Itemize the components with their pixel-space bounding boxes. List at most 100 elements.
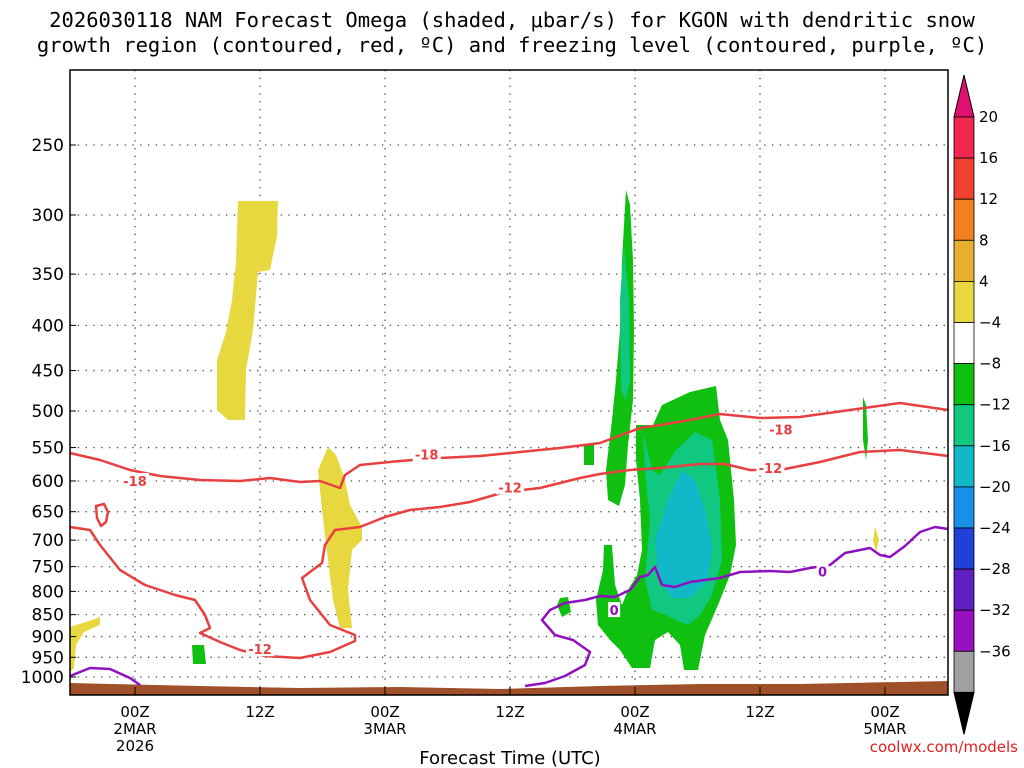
y-tick-label: 900 [32, 628, 64, 648]
contour-label: 0 [610, 604, 619, 619]
colorbar-segment [953, 568, 975, 611]
colorbar-segment [953, 116, 975, 159]
plot-background [70, 70, 948, 695]
colorbar-label: −16 [979, 437, 1011, 455]
y-tick-label: 850 [32, 606, 64, 626]
contour-label: -12 [248, 643, 272, 658]
colorbar-segment [953, 157, 975, 200]
colorbar-segment [953, 609, 975, 652]
x-tick-label: 12Z [745, 703, 774, 721]
colorbar-segment [953, 280, 975, 323]
y-tick-label: 400 [32, 316, 64, 336]
x-tick-date: 4MAR [613, 720, 656, 738]
omega-green-small-1 [192, 645, 206, 664]
chart-title-line1: 2026030118 NAM Forecast Omega (shaded, μ… [49, 8, 975, 32]
contour-label-bg [816, 563, 829, 579]
contour-zero-freezing [69, 525, 949, 688]
x-tick-year: 2026 [116, 737, 154, 755]
contour-label: -18 [415, 448, 439, 463]
contour-label: 0 [818, 566, 827, 581]
colorbar-label: −8 [979, 355, 1001, 373]
y-axis: 2503003504004505005506006507007508008509… [21, 136, 76, 688]
contour-label-bg [246, 641, 274, 657]
colorbar-segment [953, 527, 975, 570]
y-tick-label: 550 [32, 439, 64, 459]
omega-green-small-2 [584, 445, 594, 465]
y-tick-label: 250 [32, 136, 64, 156]
y-tick-label: 1000 [21, 668, 64, 688]
credit-text: coolwx.com/models [870, 738, 1018, 756]
y-tick-label: 750 [32, 558, 64, 578]
contour-label-bg [766, 421, 795, 437]
x-tick-label: 00Z [870, 703, 899, 721]
colorbar-segment [953, 239, 975, 282]
y-tick-label: 350 [32, 265, 64, 285]
y-tick-label: 700 [32, 531, 64, 551]
x-tick-label: 12Z [495, 703, 524, 721]
x-tick-date: 3MAR [363, 720, 406, 738]
plot-area: -18 -18 -18 -12 -12 -12 0 0 [69, 69, 949, 696]
colorbar-label: −28 [979, 560, 1011, 578]
colorbar-label: −36 [979, 642, 1011, 660]
x-tick-label: 12Z [245, 703, 274, 721]
colorbar-bottom-triangle [953, 691, 975, 735]
omega-yellow-mid [318, 447, 362, 628]
colorbar-segment [953, 322, 975, 364]
x-tick-date: 2MAR [113, 720, 156, 738]
omega-green-right-sliver [863, 397, 868, 460]
colorbar-segment [953, 486, 975, 529]
x-tick-label: 00Z [620, 703, 649, 721]
contour-label-bg [756, 459, 785, 475]
colorbar-label: −32 [979, 601, 1011, 619]
omega-green-tower [606, 190, 634, 506]
colorbar-label: 16 [979, 149, 998, 167]
x-tick-label: 00Z [120, 703, 149, 721]
chart-title-line2: growth region (contoured, red, ºC) and f… [37, 33, 987, 57]
contour-label: -18 [123, 475, 147, 490]
contour-label-bg [608, 602, 621, 618]
y-tick-label: 450 [32, 362, 64, 382]
colorbar-label: −12 [979, 396, 1011, 414]
contour-label: -18 [769, 424, 793, 439]
plot-frame [69, 69, 949, 696]
contour-label-bg [412, 446, 441, 462]
y-tick-label: 950 [32, 648, 64, 668]
y-tick-label: 800 [32, 582, 64, 602]
omega-cyan-core [655, 470, 712, 598]
x-tick-date: 5MAR [863, 720, 906, 738]
contour-labels: -18 -18 -18 -12 -12 -12 0 0 [121, 421, 829, 658]
colorbar-label: −4 [979, 314, 1001, 332]
omega-yellow-upper [217, 201, 278, 420]
colorbar-label: 8 [979, 231, 989, 249]
colorbar-segment [953, 404, 975, 447]
y-tick-label: 650 [32, 503, 64, 523]
colorbar-segment [953, 363, 975, 406]
colorbar-segment [953, 445, 975, 488]
ground-terrain [70, 681, 948, 695]
x-axis-label: Forecast Time (UTC) [419, 748, 600, 768]
omega-yellow-right [873, 527, 879, 552]
contour-label-bg [121, 472, 149, 488]
colorbar-label: 12 [979, 190, 998, 208]
y-tick-label: 500 [32, 402, 64, 422]
y-tick-label: 600 [32, 472, 64, 492]
colorbar-top-triangle [953, 74, 975, 118]
y-tick-label: 300 [32, 206, 64, 226]
colorbar-label: −24 [979, 519, 1011, 537]
colorbar-segment [953, 198, 975, 241]
colorbar-label: −20 [979, 478, 1011, 496]
contour-label-bg [496, 479, 524, 495]
contour-minus12 [69, 448, 949, 660]
colorbar: 20 16 12 8 4 −4 −8 −12 −16 −20 −24 −28 −32 −36 [953, 74, 1011, 735]
x-tick-label: 00Z [370, 703, 399, 721]
grid-lines [70, 70, 948, 695]
omega-yellow-left [70, 617, 100, 672]
colorbar-label: 4 [979, 272, 989, 290]
contour-minus12-loop [94, 502, 110, 528]
contour-label: -12 [759, 462, 783, 477]
colorbar-segment [953, 650, 975, 693]
colorbar-label: 20 [979, 108, 998, 126]
contour-label: -12 [498, 481, 522, 496]
